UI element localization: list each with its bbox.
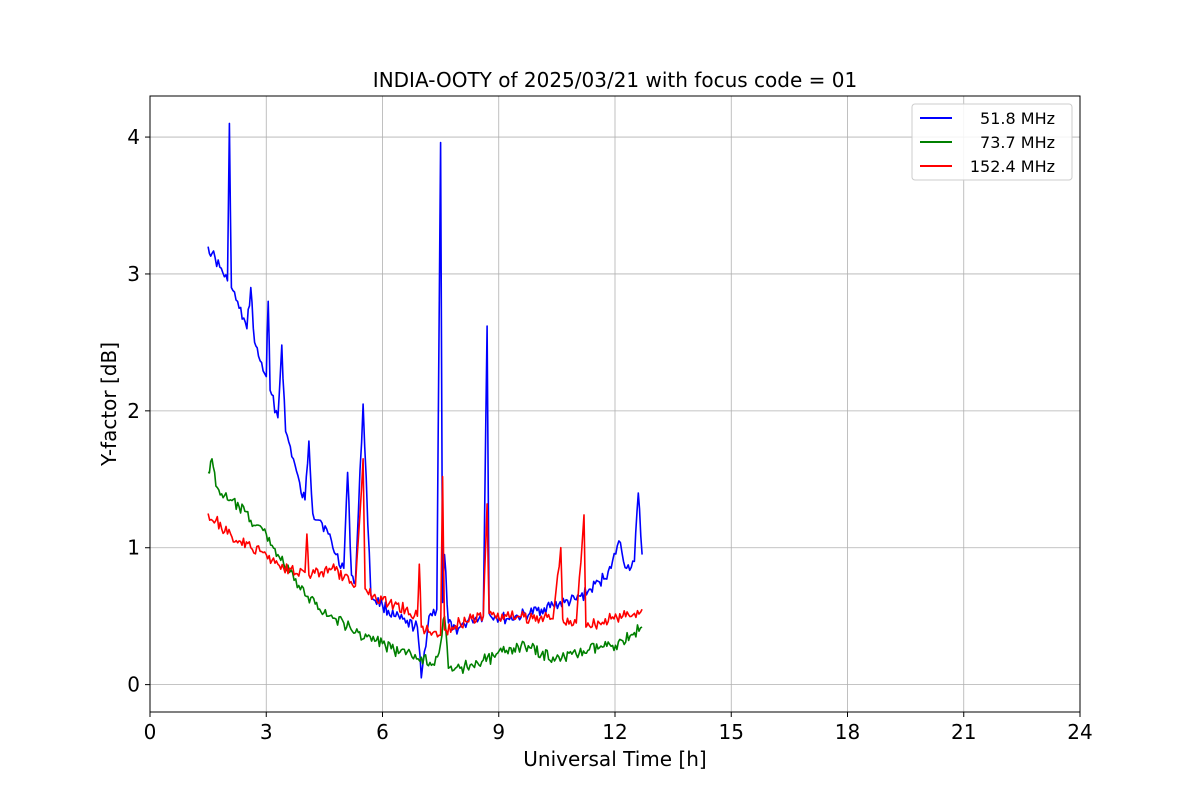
legend-label: 73.7 MHz [980,133,1055,152]
x-tick-label: 18 [835,720,860,744]
x-tick-label: 0 [144,720,157,744]
x-tick-label: 24 [1067,720,1092,744]
x-tick-label: 12 [602,720,627,744]
x-tick-label: 15 [719,720,744,744]
x-axis-label: Universal Time [h] [523,747,706,771]
x-tick-label: 9 [492,720,505,744]
legend: 51.8 MHz 73.7 MHz 152.4 MHz [911,103,1073,181]
x-tick-label: 6 [376,720,389,744]
x-tick-label: 21 [951,720,976,744]
series-lines [207,122,643,679]
series-line [207,122,643,679]
chart-title: INDIA-OOTY of 2025/03/21 with focus code… [373,68,857,92]
legend-box [911,103,1073,181]
y-tick-label: 0 [127,673,140,697]
x-tick-label: 3 [260,720,273,744]
y-tick-label: 3 [127,262,140,286]
y-tick-label: 2 [127,399,140,423]
y-tick-label: 1 [127,536,140,560]
legend-label: 51.8 MHz [980,109,1055,128]
series-line [207,458,643,638]
legend-label: 152.4 MHz [970,157,1055,176]
y-axis-label: Y-factor [dB] [97,342,121,467]
series-line [207,458,643,674]
y-tick-label: 4 [127,125,140,149]
